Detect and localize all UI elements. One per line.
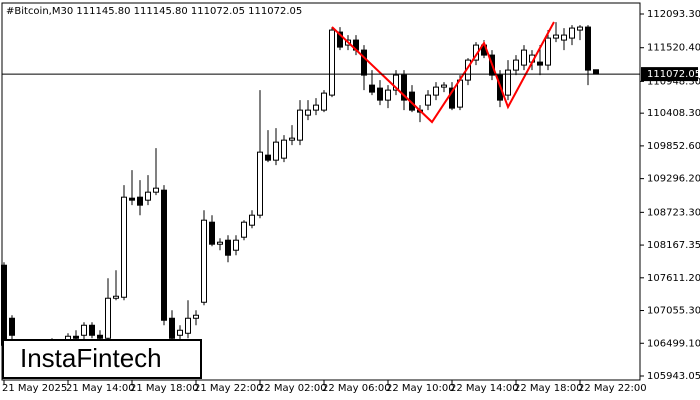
- candle-body: [513, 59, 519, 71]
- candle-body: [257, 151, 263, 216]
- candle-body: [561, 34, 567, 41]
- y-tick-label: 107611.20: [647, 273, 700, 284]
- plot-frame: [1, 2, 641, 381]
- candle-body: [105, 297, 111, 339]
- candle-body: [89, 324, 95, 336]
- candle-body: [537, 61, 543, 66]
- y-tick-label: 110408.30: [647, 108, 700, 119]
- candle-body: [73, 335, 79, 339]
- candle-body: [297, 109, 303, 141]
- candle-body: [281, 139, 287, 159]
- x-tick-label: 21 May 2025: [2, 383, 67, 394]
- candle-body: [369, 84, 375, 93]
- y-tick-label: 107055.30: [647, 306, 700, 317]
- last-price-box: [641, 67, 698, 82]
- candle-body: [521, 49, 527, 66]
- candle-body: [593, 69, 599, 75]
- logo: InstaFintech: [20, 343, 162, 373]
- x-tick-label: 22 May 22:00: [578, 383, 647, 394]
- x-tick-label: 21 May 22:00: [194, 383, 263, 394]
- candle-body: [201, 219, 207, 303]
- candle-body: [177, 329, 183, 336]
- candle-body: [145, 191, 151, 201]
- candle-body: [577, 26, 583, 31]
- candle-body: [153, 187, 159, 193]
- candle-body: [401, 74, 407, 101]
- candle-body: [9, 317, 15, 336]
- candle-body: [289, 137, 295, 141]
- candle-body: [249, 214, 255, 226]
- y-tick-label: 108723.30: [647, 207, 700, 218]
- chart-header: #Bitcoin,M30 111145.80 111145.80 111072.…: [6, 6, 302, 17]
- candle-body: [193, 314, 199, 319]
- candle-body: [393, 74, 399, 91]
- candle-body: [185, 317, 191, 334]
- candle-body: [265, 154, 271, 161]
- x-tick-label: 21 May 14:00: [66, 383, 135, 394]
- y-tick-label: 105943.05: [647, 371, 700, 382]
- candle-body: [385, 89, 391, 101]
- y-tick-label: 112093.30: [647, 9, 700, 20]
- logo-box: [2, 339, 202, 379]
- candle-body: [169, 317, 175, 339]
- candle-body: [545, 37, 551, 66]
- candle-body: [217, 241, 223, 245]
- candle-body: [305, 109, 311, 116]
- candle-body: [121, 196, 127, 298]
- candle-body: [1, 264, 7, 346]
- candle-body: [97, 334, 103, 339]
- y-tick-label: 109852.60: [647, 141, 700, 152]
- last-price-label: 111072.05: [647, 69, 700, 80]
- candle-body: [449, 87, 455, 109]
- candle-body: [113, 295, 119, 299]
- candle-body: [553, 34, 559, 39]
- pattern-line: [331, 21, 555, 124]
- candle-body: [361, 49, 367, 76]
- candle-body: [441, 84, 447, 88]
- x-tick-label: 22 May 14:00: [450, 383, 519, 394]
- candle-body: [337, 31, 343, 48]
- y-tick-label: 109296.20: [647, 174, 700, 185]
- x-tick-label: 22 May 10:00: [386, 383, 455, 394]
- x-tick-label: 22 May 06:00: [322, 383, 391, 394]
- y-tick-label: 106499.10: [647, 338, 700, 349]
- candle-body: [377, 87, 383, 101]
- candle-body: [209, 221, 215, 245]
- candle-body: [233, 239, 239, 251]
- candle-body: [505, 69, 511, 96]
- x-tick-label: 22 May 18:00: [514, 383, 583, 394]
- y-tick-label: 110948.30: [647, 76, 700, 87]
- candle-body: [569, 27, 575, 39]
- candle-body: [273, 141, 279, 161]
- candle-body: [329, 29, 335, 96]
- candle-body: [321, 92, 327, 111]
- candle-body: [241, 221, 247, 238]
- candle-body: [313, 104, 319, 111]
- candle-body: [225, 239, 231, 256]
- y-tick-label: 108167.35: [647, 240, 700, 251]
- x-tick-label: 22 May 02:00: [258, 383, 327, 394]
- candle-body: [129, 197, 135, 201]
- candle-body: [425, 94, 431, 106]
- candle-body: [161, 189, 167, 321]
- candle-body: [585, 26, 591, 71]
- candle-body: [137, 196, 143, 206]
- candle-body: [433, 86, 439, 96]
- y-tick-label: 111520.40: [647, 43, 700, 54]
- candle-body: [81, 324, 87, 336]
- candle-body: [457, 79, 463, 108]
- x-tick-label: 21 May 18:00: [130, 383, 199, 394]
